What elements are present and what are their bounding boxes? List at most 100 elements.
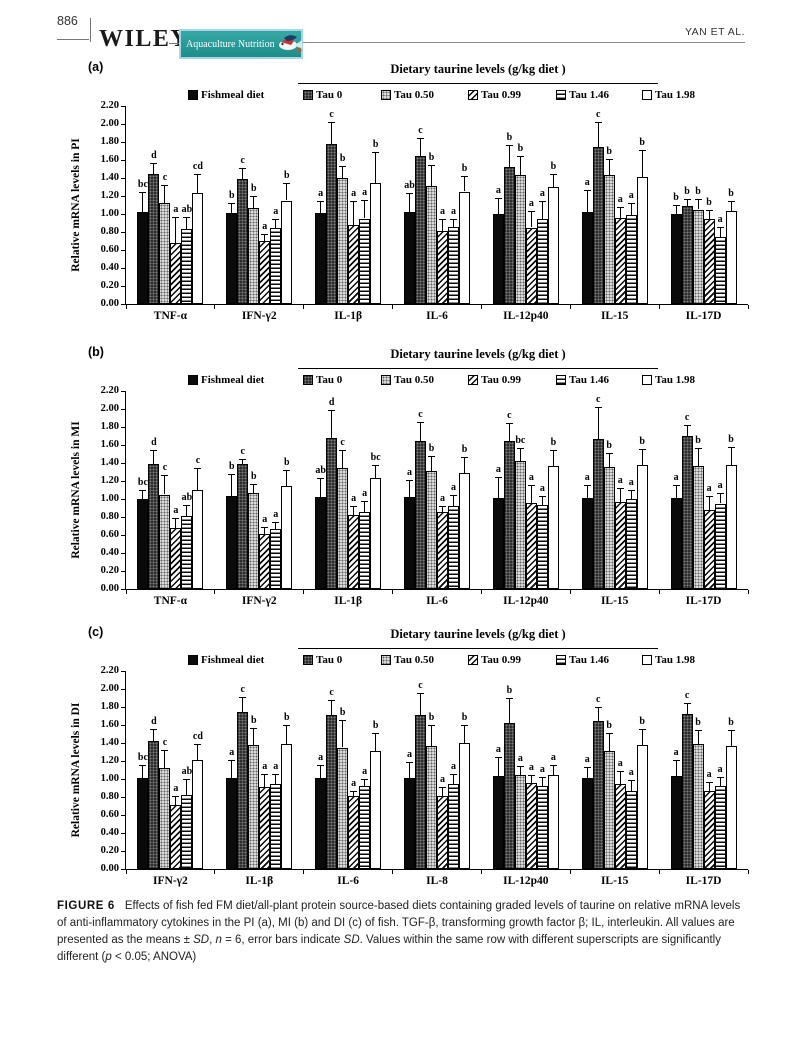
significance-letter: c [340, 437, 345, 449]
chart-panel-a: (a) Dietary taurine levels (g/kg diet ) Fi… [0, 58, 800, 338]
error-bar [175, 517, 177, 528]
significance-letter: b [706, 196, 712, 208]
y-tick-label: 1.60 [100, 154, 119, 165]
bar-Tau-0-IL-17D [681, 205, 693, 304]
x-category-label: IL-6 [426, 310, 448, 322]
y-tick-mark [121, 534, 126, 536]
error-bar-cap [283, 725, 291, 726]
significance-letter: a [528, 471, 534, 483]
error-bar-cap [172, 517, 180, 519]
error-bar [708, 209, 710, 219]
error-bar-cap [172, 216, 180, 218]
error-bar-cap [716, 226, 724, 228]
x-category-label: IL-12p40 [503, 310, 549, 322]
error-bar-cap [605, 159, 613, 161]
legend-label: Tau 1.98 [655, 374, 695, 386]
bar-Tau-1.98-IL-6 [370, 751, 382, 869]
error-bar-cap [683, 425, 691, 427]
significance-letter: a [351, 187, 357, 199]
error-bar [331, 122, 333, 144]
bar-Tau-0.50-IL-15 [603, 175, 615, 304]
error-bar [608, 159, 610, 176]
bar-Tau-1.46-IFN-γ2 [270, 228, 282, 304]
bar-Tau-1.98-IL-15 [636, 744, 648, 869]
error-bar-cap [417, 421, 424, 423]
significance-letter: c [162, 737, 168, 749]
bar-Tau-0-IL-6 [415, 441, 426, 589]
significance-letter: b [606, 146, 612, 158]
significance-letter: b [506, 685, 513, 696]
error-bar [142, 191, 144, 213]
error-bar-cap [239, 168, 247, 170]
error-bar [675, 760, 677, 777]
legend-item: Tau 0.99 [468, 374, 521, 386]
error-bar [497, 476, 499, 499]
significance-letter: c [595, 394, 601, 406]
y-tick-label: 2.00 [100, 403, 119, 414]
bar-Tau-0.50-IFN-γ2 [248, 492, 260, 589]
error-bar-cap [583, 767, 591, 769]
y-tick-mark [121, 390, 126, 392]
y-tick-label: 2.20 [100, 100, 119, 111]
error-bar [342, 719, 344, 748]
plot-area: 0.00 0.20 0.40 0.60 0.80 1.00 1.20 1.40 1.60 1.80… [101, 385, 749, 607]
error-bar-cap [672, 205, 680, 206]
bar-Tau-1.98-IFN-γ2 [281, 486, 293, 589]
error-bar [231, 760, 233, 779]
y-tick-mark [121, 303, 126, 305]
caption-segment: = 6, error bars indicate [221, 934, 344, 947]
bar-Fishmeal-diet-IL-12p40 [492, 776, 504, 869]
significance-letter: b [550, 436, 557, 448]
x-category-label: IL-15 [600, 310, 629, 322]
error-bar [242, 168, 244, 179]
running-head: YAN ET AL. [684, 26, 745, 38]
y-tick-label: 0.80 [100, 226, 119, 237]
error-bar-cap [139, 764, 147, 766]
significance-letter: b [728, 716, 734, 728]
y-tick-label: 1.20 [100, 190, 119, 201]
bar-Fishmeal-diet-IL-1β [226, 778, 238, 869]
figure-caption-label: FIGURE 6 [57, 900, 115, 912]
significance-letter: a [584, 176, 590, 188]
bar-Tau-0.50-IL-1β [248, 744, 260, 869]
error-bar [197, 467, 199, 490]
error-bar-cap [339, 166, 347, 168]
error-bar [464, 456, 465, 473]
journal-title: Aquaculture Nutrition [186, 38, 275, 50]
legend-label: Tau 0 [316, 374, 343, 386]
bar-Tau-0.99-IL-15 [614, 784, 626, 869]
error-bar [497, 197, 499, 214]
significance-letter: a [584, 754, 590, 766]
legend-item: Tau 1.98 [642, 654, 695, 666]
error-bar [142, 490, 144, 499]
error-bar-cap [716, 777, 724, 779]
legend-item: Tau 0.99 [468, 654, 521, 666]
error-bar [719, 492, 721, 504]
y-tick-mark [121, 195, 126, 197]
significance-letter: c [595, 694, 601, 705]
error-bar [364, 779, 366, 787]
significance-letter: b [461, 163, 468, 175]
y-tick-label: 0.40 [100, 827, 119, 838]
bar-Tau-1.46-IL-1β [359, 218, 371, 304]
error-bar-cap [450, 218, 457, 220]
x-tick-mark [658, 305, 660, 309]
error-bar [231, 473, 233, 497]
error-bar [630, 203, 632, 215]
error-bar-cap [638, 728, 646, 730]
error-bar-cap [172, 796, 180, 798]
significance-letter: b [428, 151, 435, 163]
x-tick-mark [214, 305, 216, 309]
bar-Fishmeal-diet-IL-15 [581, 778, 593, 869]
significance-letter: a [273, 508, 279, 520]
legend-item: Fishmeal diet [188, 654, 264, 666]
significance-letter: b [251, 714, 257, 726]
bar-Fishmeal-diet-IFN-γ2 [226, 213, 238, 304]
significance-letter: bc [370, 451, 381, 463]
significance-letter: a [539, 187, 545, 199]
error-bar-cap [228, 473, 236, 475]
significance-letter: b [684, 185, 690, 197]
legend-item: Tau 0 [303, 654, 342, 666]
bar-Tau-0.99-IL-8 [437, 796, 448, 869]
y-tick-label: 2.20 [100, 385, 119, 396]
